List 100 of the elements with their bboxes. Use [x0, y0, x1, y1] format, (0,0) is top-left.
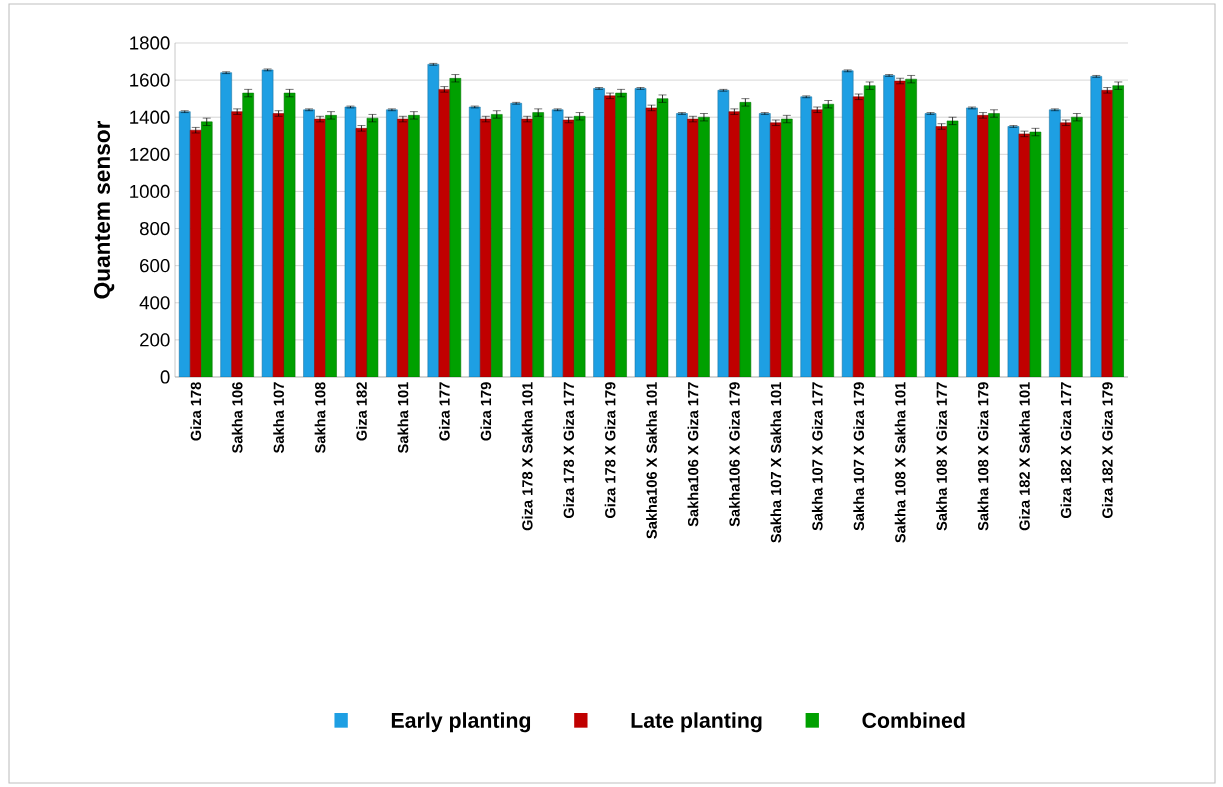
bar	[1049, 109, 1061, 377]
bar	[935, 126, 948, 377]
bar	[759, 113, 771, 377]
legend-label: Early planting	[391, 712, 531, 733]
bar	[272, 113, 285, 377]
x-tick-label: Sakha106 X Giza 177	[687, 382, 699, 527]
x-tick-label: Sakha 108 X Sakha 101	[894, 382, 906, 543]
bar	[408, 115, 420, 377]
bar	[977, 115, 989, 377]
y-tick-label: 1800	[130, 36, 170, 50]
x-tick-label: Giza 178	[190, 382, 202, 441]
bar	[634, 88, 647, 377]
bar	[988, 113, 1000, 377]
y-tick-label: 1000	[130, 184, 170, 199]
y-tick-label: 1400	[130, 110, 170, 124]
bar	[905, 78, 917, 377]
bar	[386, 109, 398, 377]
bar	[427, 64, 440, 377]
bar	[1112, 85, 1125, 377]
bar	[946, 120, 959, 377]
x-tick-label: Giza 182 X Sakha 101	[1019, 382, 1030, 531]
bar	[344, 106, 357, 377]
bar	[283, 92, 296, 377]
bar	[562, 119, 575, 377]
bar	[966, 107, 978, 377]
bar	[355, 128, 368, 377]
bar	[811, 109, 824, 377]
bar	[231, 111, 243, 377]
bar	[1029, 131, 1042, 377]
x-tick-label: Sakha 106	[231, 382, 243, 454]
x-tick-label: Giza 178 X Giza 177	[563, 382, 575, 519]
y-tick-label: 800	[139, 221, 170, 236]
x-tick-label: Giza 177	[438, 382, 450, 441]
bar	[822, 103, 835, 377]
bar	[800, 96, 813, 377]
bar	[242, 92, 254, 377]
bar	[676, 113, 688, 377]
bar	[852, 96, 865, 377]
bar	[491, 114, 503, 377]
bar	[449, 77, 462, 377]
bar	[200, 121, 213, 377]
y-tick-label: 600	[140, 259, 170, 273]
bar	[841, 70, 854, 377]
bar	[551, 109, 564, 377]
x-tick-label: Giza 182	[356, 382, 367, 441]
bar	[521, 118, 533, 377]
bar	[615, 92, 627, 377]
bar	[261, 69, 274, 377]
bar	[604, 95, 616, 377]
bar	[480, 118, 492, 377]
bar	[189, 129, 202, 377]
bar	[728, 111, 741, 377]
y-tick-label: 1600	[130, 73, 170, 87]
x-tick-label: Giza 178 X Sakha 101	[521, 382, 533, 531]
bar	[924, 113, 937, 377]
bar	[739, 102, 752, 377]
bar	[894, 80, 906, 377]
bar	[883, 75, 895, 377]
y-axis-title: Quantem sensor	[93, 120, 115, 299]
bar	[397, 118, 409, 377]
y-tick-label: 400	[139, 296, 170, 310]
bar	[656, 98, 669, 377]
bar	[770, 122, 782, 377]
bar	[532, 112, 544, 377]
bar	[863, 85, 876, 377]
x-tick-label: Sakha 107 X Giza 177	[811, 382, 823, 531]
bar	[687, 118, 699, 377]
x-tick-label: Sakha 107 X Sakha 101	[770, 382, 782, 543]
y-tick-label: 1200	[130, 147, 170, 161]
x-tick-label: Sakha106 X Sakha 101	[646, 382, 657, 539]
bar	[1090, 76, 1103, 377]
x-tick-label: Giza 179	[480, 382, 492, 441]
bar	[645, 107, 658, 377]
x-tick-label: Sakha 101	[397, 382, 409, 454]
x-tick-label: Sakha 107 X Giza 179	[853, 382, 865, 531]
bar	[1060, 122, 1072, 377]
bar	[366, 117, 379, 377]
bar	[314, 118, 326, 377]
x-tick-label: Sakha106 X Giza 179	[729, 382, 740, 527]
bar	[781, 118, 793, 377]
bar	[1007, 126, 1020, 377]
bar	[438, 89, 451, 377]
bar	[593, 88, 605, 377]
bar	[469, 106, 481, 377]
bar	[325, 115, 337, 377]
bar	[1071, 116, 1083, 377]
bar	[717, 90, 730, 377]
x-tick-label: Sakha 108 X Giza 179	[977, 382, 989, 531]
x-tick-label: Giza 182 X Giza 177	[1060, 382, 1072, 519]
bar	[303, 109, 315, 377]
bar	[178, 111, 191, 377]
bar	[698, 116, 710, 377]
x-tick-label: Sakha 108 X Giza 177	[936, 382, 947, 531]
x-tick-label: Giza 178 X Giza 179	[604, 382, 616, 519]
bar	[220, 72, 232, 377]
x-tick-label: Giza 182 X Giza 179	[1101, 382, 1113, 519]
y-tick-label: 200	[140, 333, 170, 347]
bar	[510, 103, 522, 377]
x-tick-label: Sakha 107	[273, 382, 284, 454]
legend-label: Combined	[862, 712, 965, 728]
